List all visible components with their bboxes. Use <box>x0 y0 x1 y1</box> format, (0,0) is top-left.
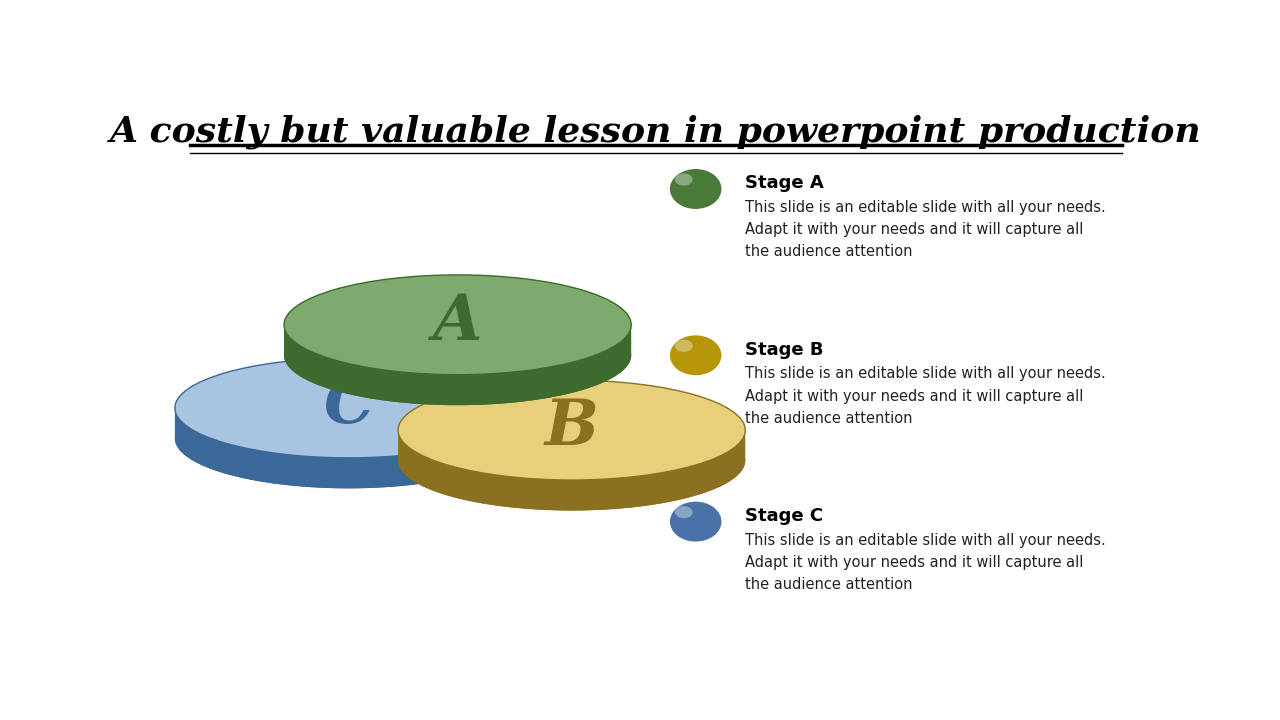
Text: A costly but valuable lesson in powerpoint production: A costly but valuable lesson in powerpoi… <box>110 114 1202 148</box>
Ellipse shape <box>398 380 745 480</box>
Polygon shape <box>284 325 631 405</box>
Polygon shape <box>175 408 522 488</box>
Text: This slide is an editable slide with all your needs.
Adapt it with your needs an: This slide is an editable slide with all… <box>745 533 1106 592</box>
Text: This slide is an editable slide with all your needs.
Adapt it with your needs an: This slide is an editable slide with all… <box>745 200 1106 259</box>
Ellipse shape <box>675 174 692 186</box>
Ellipse shape <box>669 336 722 375</box>
Text: Stage B: Stage B <box>745 341 824 359</box>
Text: Stage A: Stage A <box>745 174 824 192</box>
Ellipse shape <box>675 340 692 352</box>
Text: C: C <box>323 374 374 436</box>
Ellipse shape <box>284 275 631 374</box>
Text: B: B <box>545 397 599 459</box>
Ellipse shape <box>284 305 631 405</box>
Ellipse shape <box>669 169 722 209</box>
Text: This slide is an editable slide with all your needs.
Adapt it with your needs an: This slide is an editable slide with all… <box>745 366 1106 426</box>
Ellipse shape <box>175 389 522 488</box>
Ellipse shape <box>175 358 522 458</box>
Ellipse shape <box>675 506 692 518</box>
Ellipse shape <box>398 410 745 510</box>
Text: A: A <box>433 292 483 353</box>
Ellipse shape <box>669 502 722 541</box>
Text: Stage C: Stage C <box>745 507 823 525</box>
Polygon shape <box>398 430 745 510</box>
